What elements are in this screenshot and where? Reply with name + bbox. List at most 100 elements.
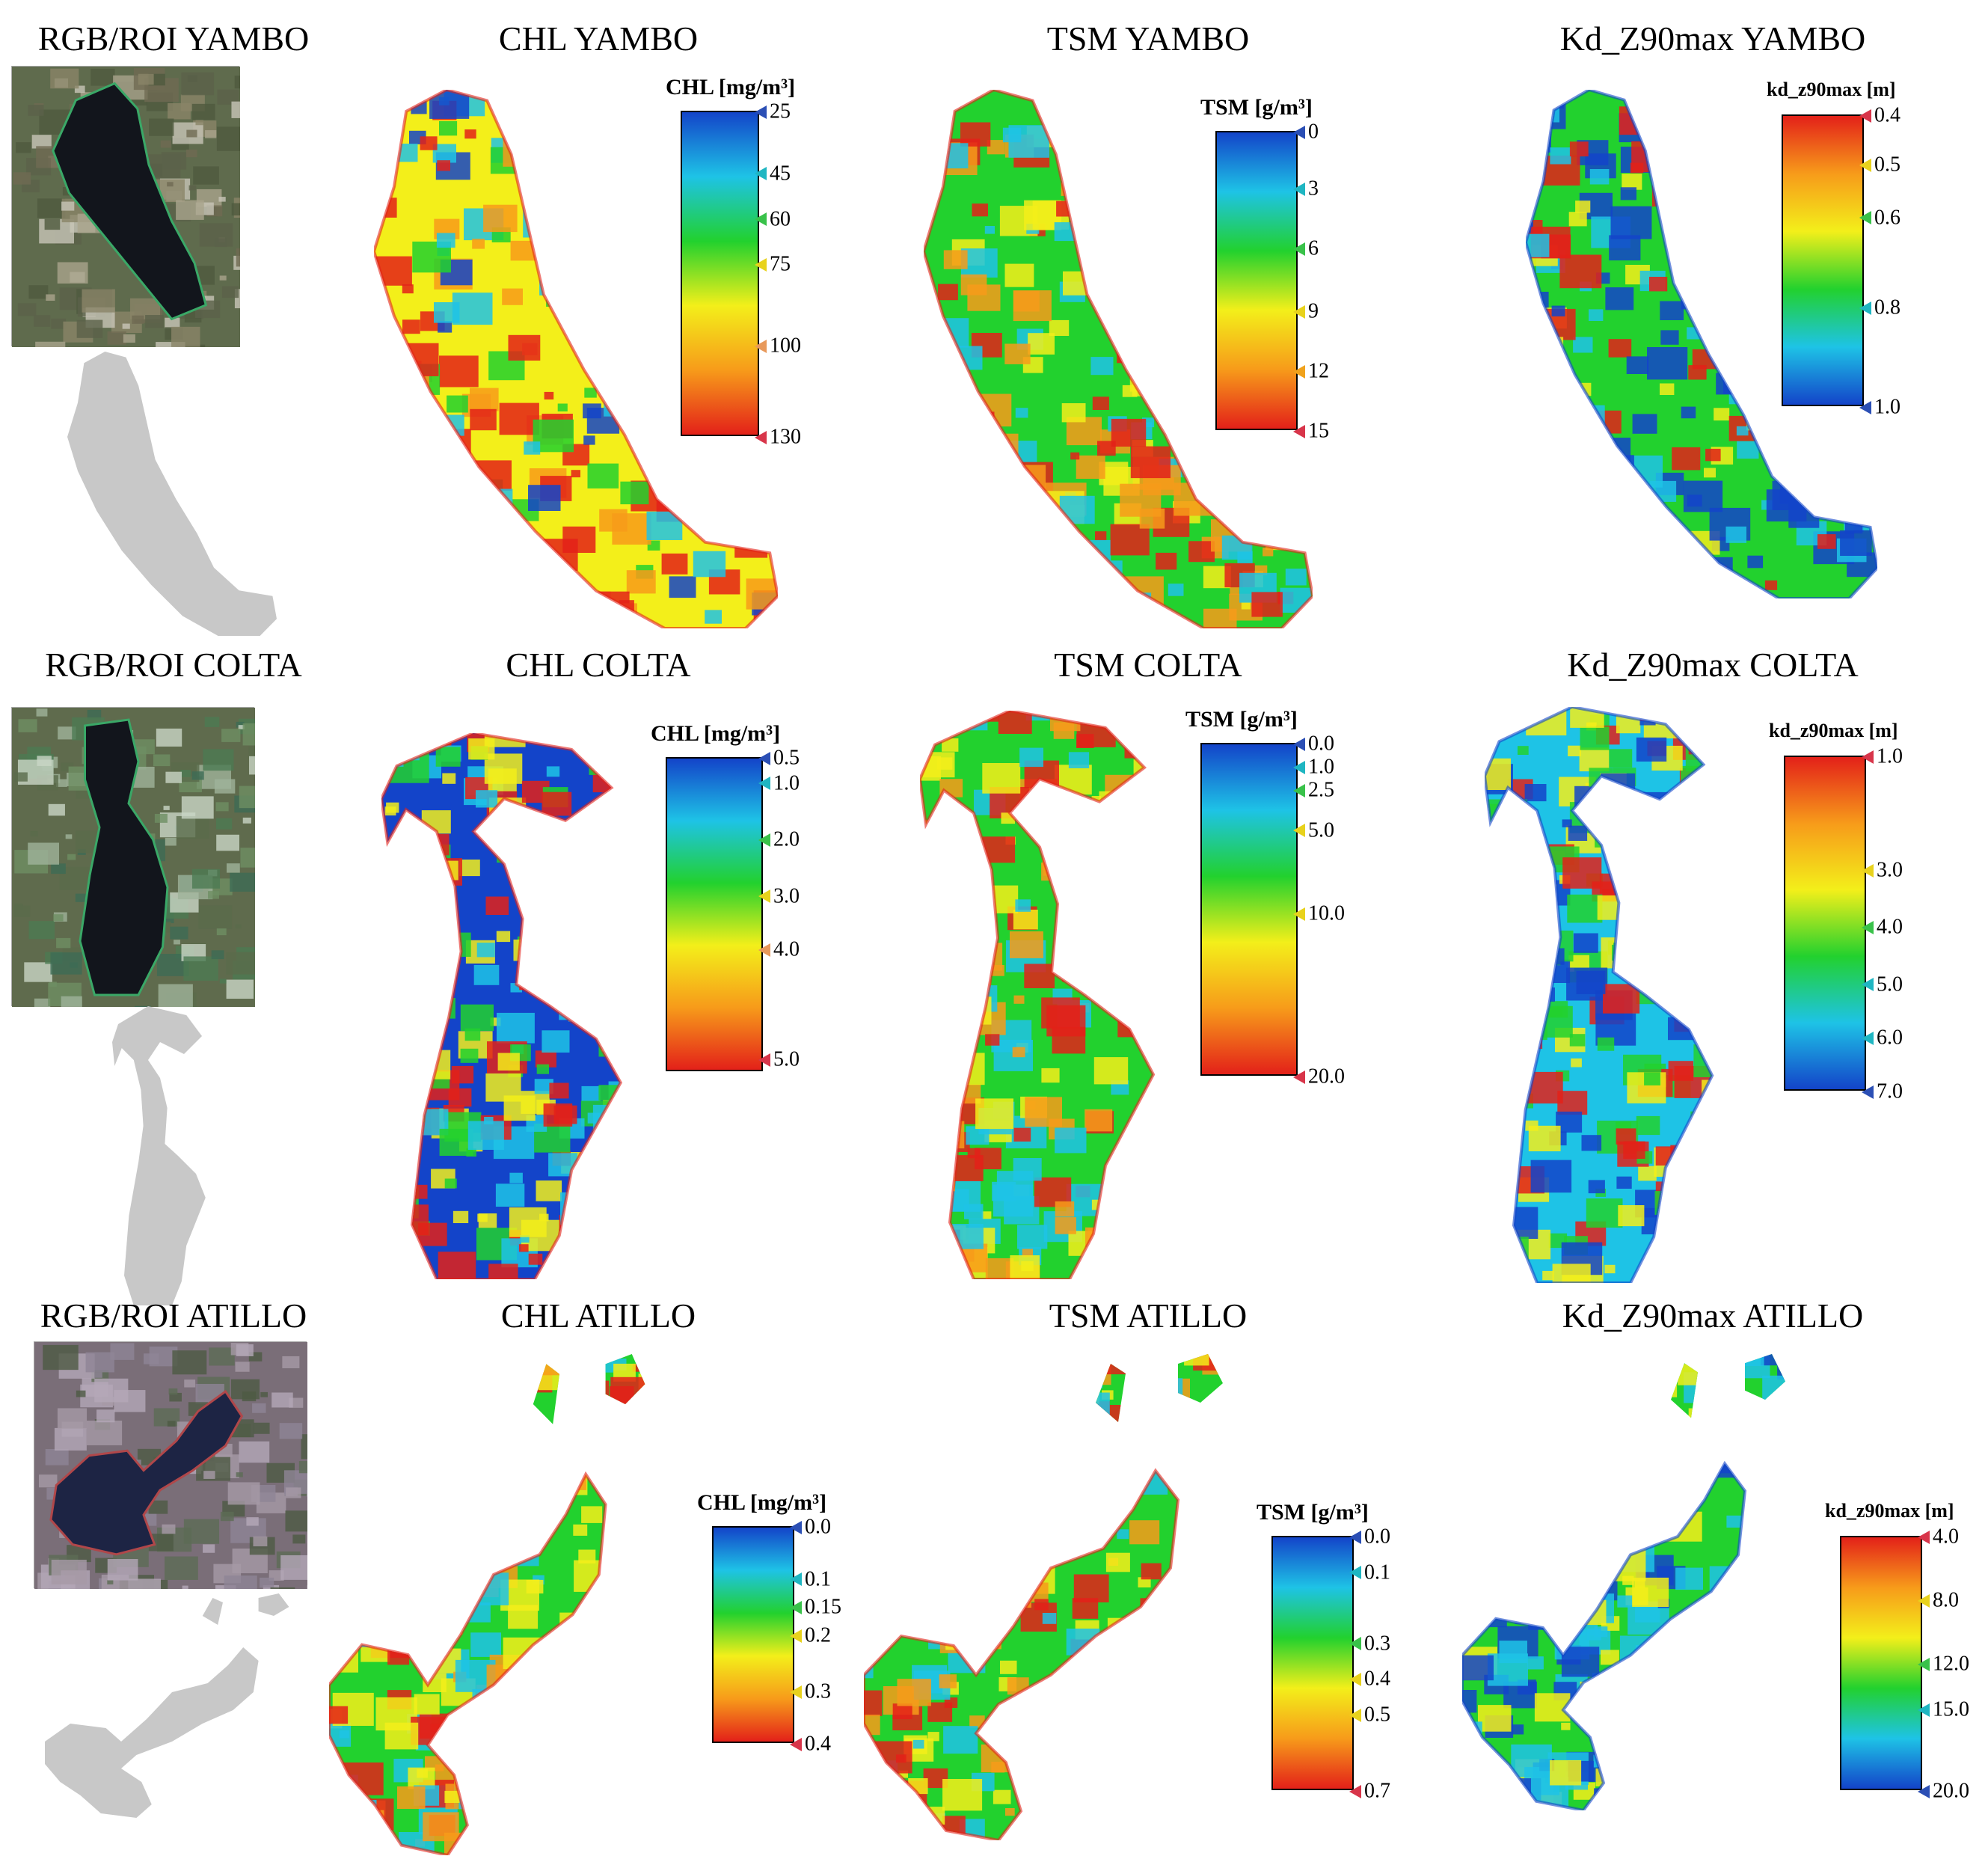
tick-marker-icon (790, 1601, 802, 1614)
tick-label: 9 (1308, 300, 1319, 323)
tick-marker-icon (790, 1572, 802, 1586)
legend-tick: 1.0 (1293, 756, 1334, 778)
tick-marker-icon (1859, 211, 1871, 224)
tick-label: 15 (1308, 420, 1329, 443)
tick-label: 12 (1308, 360, 1329, 383)
tick-marker-icon (1918, 1703, 1930, 1717)
tick-label: 3.0 (773, 884, 800, 907)
legend-colorbar (1784, 756, 1866, 1091)
legend-tick: 75 (755, 253, 791, 275)
legend-tick: 0.5 (758, 747, 800, 769)
legend-tick: 3 (1293, 177, 1319, 200)
legend-tick: 0.7 (1349, 1780, 1390, 1802)
tick-marker-icon (1349, 1673, 1361, 1686)
legend-tick: 0.15 (790, 1596, 841, 1618)
tick-marker-icon (1349, 1785, 1361, 1798)
tick-marker-icon (1293, 305, 1305, 319)
legend-tick: 0.0 (790, 1516, 831, 1538)
legend-title: kd_z90max [m] (1767, 79, 1896, 101)
legend-tick: 45 (755, 162, 791, 185)
tick-label: 0.3 (1364, 1632, 1390, 1655)
panel-title-chl-atillo: CHL ATILLO (501, 1296, 696, 1335)
roi-shape-colta (112, 1006, 232, 1305)
legend-title: CHL [mg/m³] (651, 721, 780, 747)
tick-marker-icon (1918, 1594, 1930, 1608)
tick-label: 7.0 (1877, 1080, 1903, 1103)
tick-label: 5.0 (1877, 973, 1903, 996)
legend-title: kd_z90max [m] (1825, 1500, 1954, 1522)
legend-colorbar (666, 757, 763, 1071)
tick-label: 20.0 (1308, 1065, 1345, 1088)
rgb-image-yambo (11, 66, 239, 346)
legend-tick: 0.4 (1859, 104, 1900, 126)
tick-label: 100 (770, 334, 801, 358)
tick-marker-icon (1918, 1658, 1930, 1671)
tick-label: 6.0 (1877, 1026, 1903, 1050)
tick-marker-icon (790, 1629, 802, 1643)
tick-label: 4.0 (773, 938, 800, 961)
legend-tick: 0.1 (790, 1568, 831, 1590)
legend-tick: 0.5 (1349, 1703, 1390, 1726)
tick-label: 5.0 (773, 1048, 800, 1071)
tick-marker-icon (1349, 1637, 1361, 1650)
tick-label: 0.6 (1874, 206, 1900, 229)
legend-title: TSM [g/m³] (1200, 95, 1313, 120)
tick-marker-icon (790, 1521, 802, 1534)
tick-marker-icon (1859, 159, 1871, 172)
tick-label: 15.0 (1933, 1698, 1969, 1721)
tick-label: 1.0 (773, 771, 800, 794)
tick-marker-icon (790, 1685, 802, 1699)
tick-marker-icon (758, 777, 770, 790)
tick-label: 130 (770, 426, 801, 449)
legend-tick: 3.0 (758, 885, 800, 907)
legend-tick: 12 (1293, 360, 1329, 382)
tick-label: 3.0 (1877, 859, 1903, 882)
panel-title-kd-atillo: Kd_Z90max ATILLO (1562, 1296, 1863, 1335)
tick-label: 0.4 (805, 1733, 831, 1756)
tick-label: 25 (770, 100, 791, 123)
tick-marker-icon (755, 105, 767, 119)
legend-tick: 0.2 (790, 1624, 831, 1647)
tick-label: 0.2 (805, 1624, 831, 1647)
kd-map-atillo (1462, 1354, 1799, 1810)
legend-tick: 0.6 (1859, 206, 1900, 229)
tick-label: 0.0 (1364, 1525, 1390, 1549)
tsm-map-colta (920, 711, 1219, 1279)
panel-title-tsm-colta: TSM COLTA (1054, 645, 1242, 685)
tick-marker-icon (1862, 921, 1874, 934)
tick-label: 1.0 (1308, 756, 1334, 779)
panel-title-chl-yambo: CHL YAMBO (499, 19, 698, 58)
legend-tick: 20.0 (1918, 1780, 1969, 1802)
legend-tick: 8.0 (1918, 1589, 1959, 1611)
tick-marker-icon (1862, 1085, 1874, 1099)
tick-label: 20.0 (1933, 1780, 1969, 1803)
tick-label: 5.0 (1308, 818, 1334, 842)
legend-tick: 5.0 (1293, 819, 1334, 842)
tick-marker-icon (1862, 864, 1874, 878)
tick-label: 2.5 (1308, 779, 1334, 802)
legend-tick: 1.0 (1862, 745, 1903, 768)
tick-label: 12.0 (1933, 1653, 1969, 1676)
tick-marker-icon (1859, 109, 1871, 123)
rgb-image-colta (11, 707, 254, 1006)
tick-marker-icon (1349, 1531, 1361, 1544)
legend-tick: 20.0 (1293, 1065, 1345, 1088)
roi-shape-yambo (67, 352, 277, 636)
tick-marker-icon (1293, 738, 1305, 751)
legend-title: kd_z90max [m] (1769, 720, 1898, 742)
tick-label: 3 (1308, 177, 1319, 200)
tick-marker-icon (790, 1738, 802, 1751)
tick-label: 0.8 (1874, 296, 1900, 319)
tick-marker-icon (755, 212, 767, 226)
tick-marker-icon (755, 258, 767, 272)
tick-marker-icon (1293, 242, 1305, 256)
legend-tick: 6.0 (1862, 1026, 1903, 1049)
tick-label: 0.5 (1364, 1703, 1390, 1727)
legend-tick: 0.4 (1349, 1667, 1390, 1690)
legend-colorbar (1200, 743, 1298, 1076)
legend-tick: 0.0 (1349, 1525, 1390, 1548)
tick-label: 45 (770, 162, 791, 185)
chl-map-atillo (329, 1354, 658, 1855)
tick-marker-icon (1859, 301, 1871, 315)
legend-tick: 9 (1293, 300, 1319, 322)
